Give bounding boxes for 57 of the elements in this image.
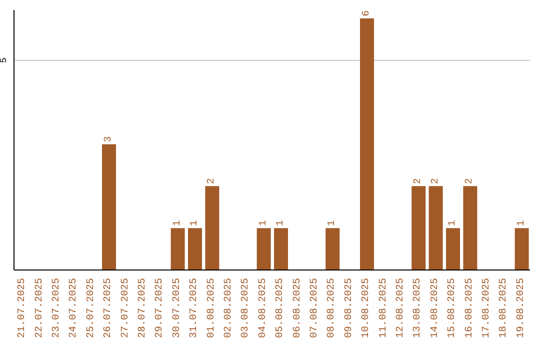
x-tick-label: 22.07.2025 bbox=[34, 278, 46, 338]
x-tick-label: 31.07.2025 bbox=[189, 278, 200, 338]
data-label: 6 bbox=[362, 10, 372, 16]
x-tick-label: 28.07.2025 bbox=[138, 278, 148, 338]
bar bbox=[102, 144, 116, 270]
data-label: 1 bbox=[448, 220, 458, 226]
x-tick-label: 06.08.2025 bbox=[292, 278, 304, 338]
bar bbox=[463, 186, 478, 270]
bar bbox=[360, 18, 374, 270]
x-tick-label: 14.08.2025 bbox=[430, 278, 441, 338]
bar bbox=[188, 228, 202, 270]
data-label: 1 bbox=[276, 220, 286, 226]
x-tick-label: 16.08.2025 bbox=[464, 278, 476, 338]
x-tick-label: 30.07.2025 bbox=[172, 278, 183, 338]
x-tick-label: 12.08.2025 bbox=[396, 278, 406, 338]
data-label: 2 bbox=[464, 178, 476, 184]
data-label: 1 bbox=[258, 220, 270, 226]
x-tick-label: 07.08.2025 bbox=[310, 278, 320, 338]
x-tick-label: 29.07.2025 bbox=[154, 278, 166, 338]
x-tick-label: 24.07.2025 bbox=[68, 278, 80, 338]
data-label: 2 bbox=[206, 178, 218, 184]
data-label: 2 bbox=[430, 178, 442, 184]
x-tick-label: 13.08.2025 bbox=[412, 278, 424, 338]
x-tick-label: 04.08.2025 bbox=[258, 278, 269, 338]
bar bbox=[274, 228, 288, 270]
bar bbox=[170, 228, 185, 270]
x-tick-label: 08.08.2025 bbox=[326, 278, 338, 338]
bar bbox=[256, 228, 271, 270]
x-tick-label: 15.08.2025 bbox=[447, 278, 458, 338]
x-tick-label: 05.08.2025 bbox=[275, 278, 286, 338]
data-label: 3 bbox=[104, 136, 114, 142]
x-tick-label: 01.08.2025 bbox=[206, 278, 218, 338]
x-tick-label: 21.07.2025 bbox=[17, 278, 28, 338]
x-tick-label: 18.08.2025 bbox=[498, 278, 510, 338]
x-tick-label: 26.07.2025 bbox=[103, 278, 114, 338]
x-tick-label: 19.08.2025 bbox=[516, 278, 527, 338]
x-tick-label: 27.07.2025 bbox=[120, 278, 132, 338]
x-tick-label: 25.07.2025 bbox=[86, 278, 97, 338]
x-tick-label: 17.08.2025 bbox=[482, 278, 492, 338]
bar bbox=[446, 228, 460, 270]
x-tick-label: 03.08.2025 bbox=[240, 278, 252, 338]
x-tick-label: 10.08.2025 bbox=[361, 278, 372, 338]
x-tick-label: 02.08.2025 bbox=[224, 278, 234, 338]
data-label: 1 bbox=[516, 220, 528, 226]
bar bbox=[514, 228, 529, 270]
data-label: 1 bbox=[172, 220, 184, 226]
bar bbox=[412, 186, 426, 270]
data-label: 1 bbox=[190, 220, 200, 226]
bar bbox=[428, 186, 443, 270]
y-tick-label: 5 bbox=[0, 58, 9, 64]
data-label: 1 bbox=[327, 220, 338, 226]
bar bbox=[205, 186, 220, 270]
bar bbox=[326, 228, 340, 270]
x-tick-label: 09.08.2025 bbox=[344, 278, 355, 338]
x-tick-label: 11.08.2025 bbox=[378, 278, 390, 338]
data-label: 2 bbox=[413, 178, 424, 184]
x-tick-label: 23.07.2025 bbox=[52, 278, 62, 338]
